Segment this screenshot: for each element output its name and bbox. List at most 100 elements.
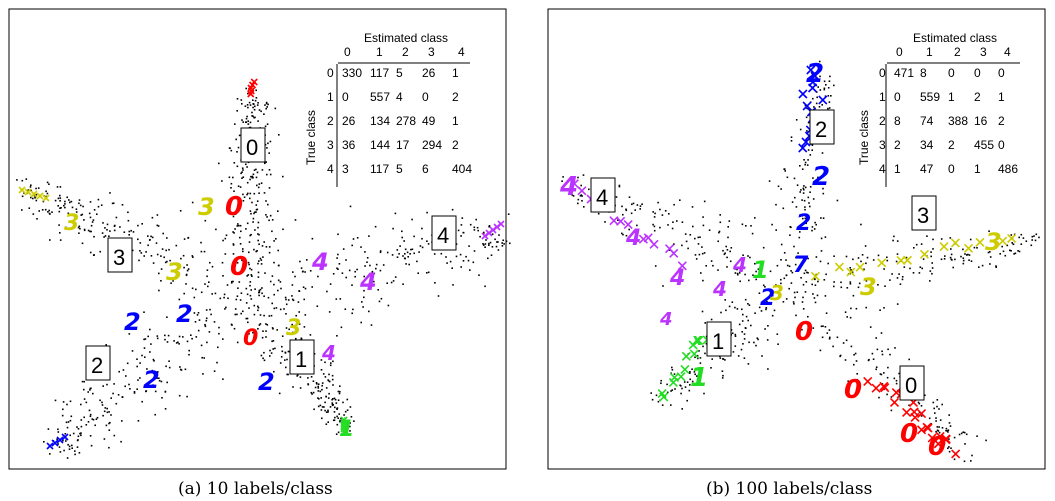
scatter-point (804, 291, 807, 293)
scatter-point (265, 161, 267, 163)
scatter-point (175, 342, 178, 344)
scatter-point (782, 301, 785, 303)
scatter-point (776, 264, 779, 267)
scatter-point (57, 443, 59, 445)
scatter-point (112, 202, 115, 204)
scatter-point (948, 422, 951, 424)
scatter-point (725, 309, 727, 312)
scatter-point (501, 245, 504, 247)
table-col-header: 2 (954, 45, 961, 59)
table-row-header: 4 (327, 162, 334, 176)
scatter-point (146, 368, 148, 370)
scatter-point (59, 232, 61, 234)
scatter-point (186, 395, 188, 398)
scatter-point (641, 203, 643, 205)
scatter-point (812, 327, 815, 329)
scatter-point (33, 195, 36, 197)
scatter-point (259, 257, 262, 260)
scatter-point (694, 237, 696, 240)
scatter-point (336, 415, 338, 418)
scatter-point (748, 279, 750, 282)
table-col-header: 4 (458, 45, 465, 59)
scatter-point (247, 192, 249, 195)
scatter-point (73, 226, 75, 228)
scatter-point (785, 259, 787, 261)
scatter-point (717, 240, 719, 243)
scatter-point (335, 402, 338, 404)
scatter-point (71, 444, 73, 447)
scatter-point (869, 326, 872, 328)
scatter-point (99, 250, 101, 253)
scatter-point (639, 205, 642, 207)
arm-label-box (107, 237, 133, 273)
scatter-point (797, 252, 799, 254)
scatter-point (329, 283, 332, 285)
scatter-point (195, 288, 197, 291)
scatter-point (941, 427, 944, 429)
scatter-point (1014, 252, 1017, 255)
scatter-point (178, 394, 181, 397)
scatter-point (742, 343, 744, 345)
label-x-marker (909, 407, 919, 417)
scatter-point (145, 390, 147, 393)
scatter-point (468, 245, 470, 247)
scatter-point (833, 281, 835, 283)
scatter-point (263, 241, 265, 243)
scatter-point (250, 212, 252, 215)
scatter-point (710, 260, 713, 262)
scatter-point (70, 415, 73, 418)
scatter-point (151, 369, 154, 372)
scatter-point (164, 408, 167, 410)
scatter-point (780, 243, 783, 246)
scatter-point (292, 386, 294, 388)
scatter-point (298, 290, 300, 292)
scatter-point (582, 174, 585, 176)
scatter-point (331, 378, 334, 381)
scatter-point (266, 106, 268, 108)
scatter-point (349, 205, 352, 208)
table-cell: 17 (396, 138, 410, 152)
scatter-point (757, 338, 759, 341)
scatter-point (881, 353, 884, 356)
scatter-point (799, 165, 801, 167)
scatter-point (237, 146, 240, 149)
scatter-point (66, 196, 68, 199)
scatter-point (804, 269, 807, 272)
scatter-point (893, 377, 896, 380)
scatter-point (621, 232, 623, 235)
scatter-point (881, 350, 883, 353)
scatter-point (745, 225, 747, 227)
scatter-point (908, 358, 910, 361)
scatter-point (771, 294, 774, 297)
scatter-point (697, 236, 700, 239)
scatter-point (947, 429, 950, 431)
scatter-point (63, 449, 65, 452)
scatter-point (337, 390, 340, 393)
scatter-point (141, 354, 143, 357)
scatter-point (828, 107, 831, 109)
scatter-point (206, 341, 208, 344)
scatter-point (150, 235, 152, 238)
scatter-point (89, 435, 92, 437)
arm-label-3: 3 (113, 245, 125, 270)
scatter-point (803, 272, 806, 275)
scatter-point (103, 236, 105, 238)
scatter-point (657, 201, 659, 204)
arm-label-0: 0 (246, 135, 258, 160)
scatter-point (161, 397, 163, 399)
scatter-point (744, 327, 747, 329)
scatter-point (106, 411, 109, 414)
scatter-point (311, 393, 313, 395)
handwritten-digit-4: 4 (732, 253, 747, 277)
scatter-point (406, 251, 409, 254)
scatter-point (332, 384, 334, 386)
scatter-point (108, 422, 110, 425)
scatter-point (762, 246, 765, 249)
scatter-point (625, 234, 628, 237)
scatter-point (660, 379, 662, 382)
scatter-point (844, 311, 847, 313)
scatter-point (853, 354, 855, 356)
label-x-marker (18, 186, 26, 194)
scatter-point (69, 419, 72, 422)
